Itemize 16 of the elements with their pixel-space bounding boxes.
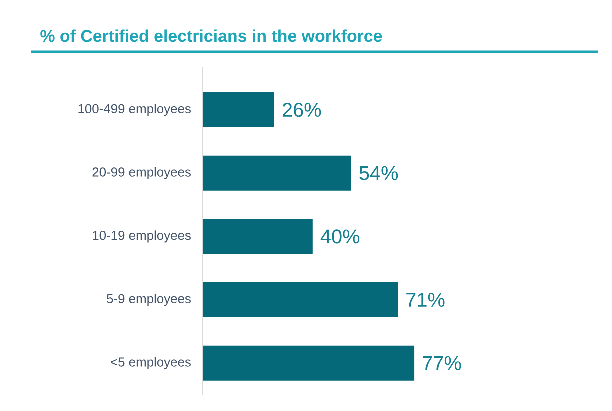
bar: [203, 346, 415, 381]
bar: [203, 282, 398, 318]
data-label: 77%: [423, 356, 462, 370]
y-tick-label: <5 employees: [111, 357, 191, 370]
y-tick-label: 20-99 employees: [92, 167, 191, 180]
y-tick-label: 10-19 employees: [93, 230, 191, 243]
bar: [203, 156, 352, 191]
bar: [203, 92, 274, 128]
chart-title: % of Certified electricians in the workforce: [40, 30, 382, 42]
data-label: 54%: [360, 166, 398, 180]
bar: [203, 219, 313, 254]
data-label: 71%: [406, 293, 445, 307]
data-label: 40%: [320, 230, 360, 244]
y-tick-label: 5-9 employees: [107, 294, 191, 306]
y-tick-label: 100-499 employees: [78, 104, 191, 116]
data-label: 26%: [282, 103, 322, 118]
